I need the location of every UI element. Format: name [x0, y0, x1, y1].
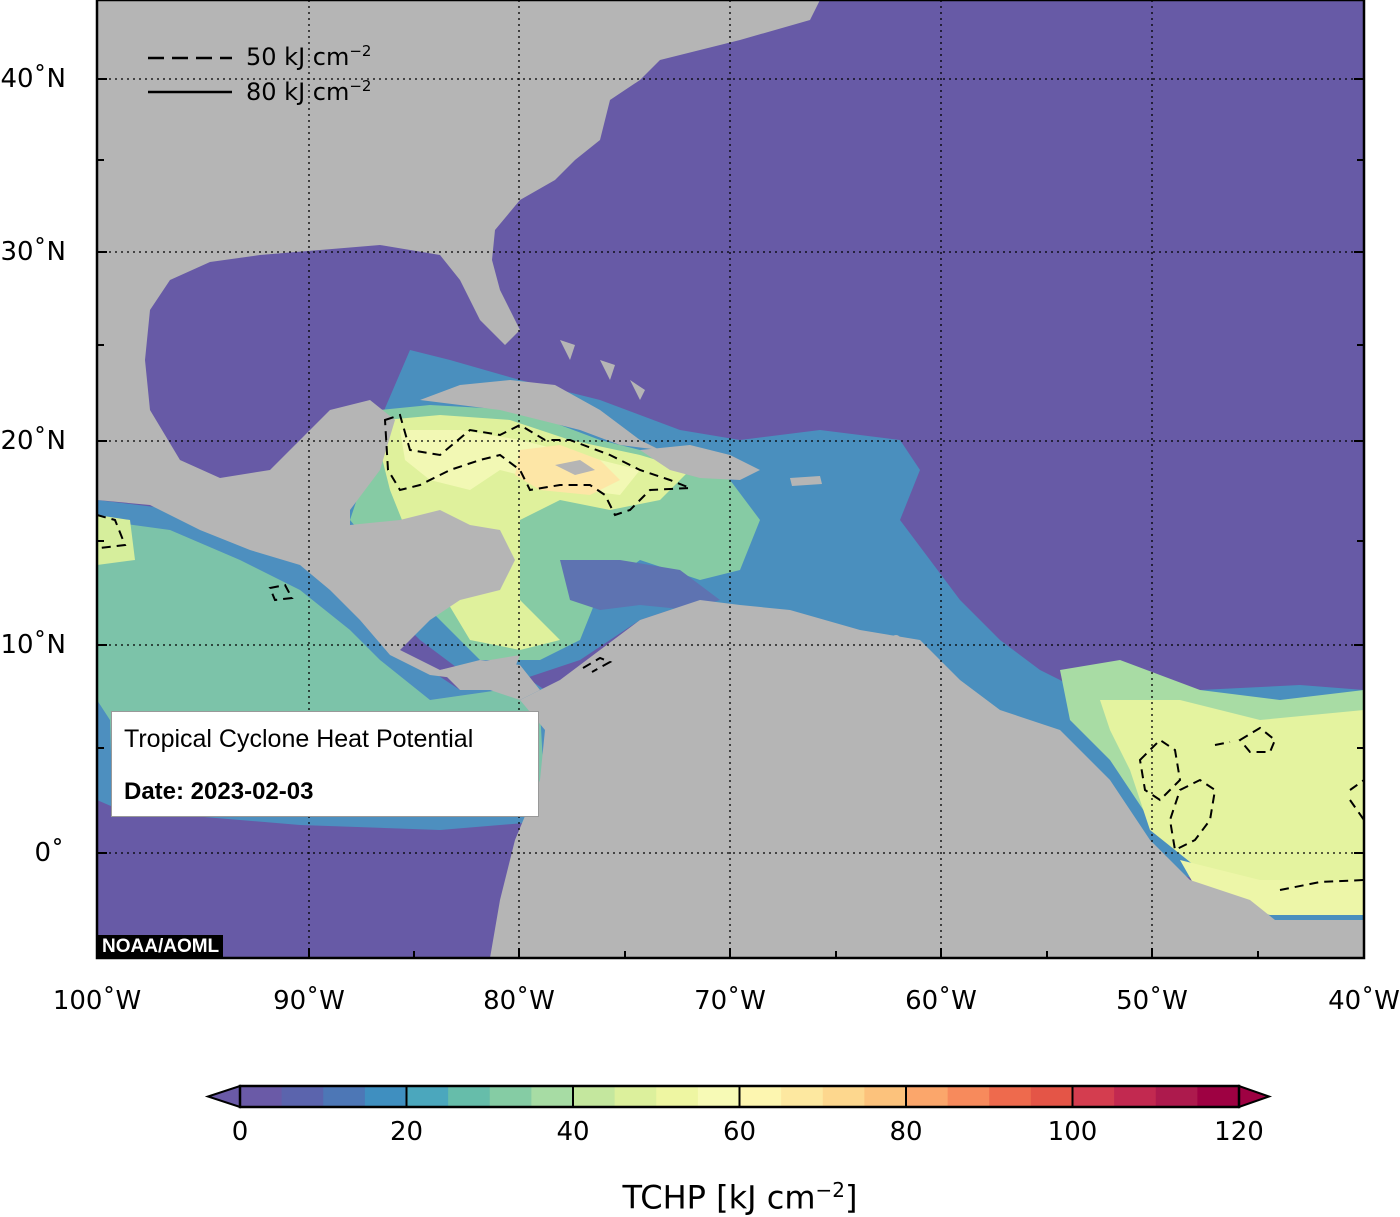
- credit-label: NOAA/AOML: [98, 935, 224, 959]
- tchp-atlantic-yellow: [1100, 700, 1364, 910]
- colorbar-segment: [323, 1086, 366, 1107]
- colorbar-tick-label: 80: [889, 1117, 923, 1147]
- colorbar-segment: [364, 1086, 407, 1107]
- legend-50-label: 50 kJ cm−2: [246, 42, 372, 71]
- map-date: Date: 2023-02-03: [124, 778, 314, 805]
- frame-ticks: [97, 78, 1364, 958]
- colorbar-segment: [1155, 1086, 1198, 1107]
- lon-label-80w: 80˚W: [483, 986, 555, 1016]
- land-cuba: [420, 380, 660, 450]
- info-box: Tropical Cyclone Heat Potential Date: 20…: [111, 711, 539, 817]
- lat-label-10n: 10˚N: [0, 630, 66, 660]
- colorbar-segment: [781, 1086, 824, 1107]
- lon-label-60w: 60˚W: [905, 986, 977, 1016]
- lon-label-70w: 70˚W: [694, 986, 766, 1016]
- map-title: Tropical Cyclone Heat Potential: [124, 725, 474, 753]
- colorbar-segment: [656, 1086, 699, 1107]
- land-south-america: [490, 600, 1364, 958]
- contour-50: [97, 413, 1364, 891]
- colorbar-segment: [240, 1086, 283, 1107]
- colorbar-segment: [614, 1086, 657, 1107]
- lat-label-40n: 40˚N: [0, 64, 66, 94]
- land-puerto-rico: [790, 476, 822, 486]
- colorbar-segment: [989, 1086, 1032, 1107]
- colorbar-segment: [1114, 1086, 1157, 1107]
- colorbar-max-arrow: [1238, 1084, 1273, 1109]
- land-north-america: [97, 0, 820, 680]
- colorbar-segment: [906, 1086, 949, 1107]
- colorbar-tick-label: 20: [389, 1117, 424, 1147]
- land: [97, 0, 1364, 958]
- colorbar-segment: [406, 1086, 449, 1107]
- legend-80-label: 80 kJ cm−2: [246, 77, 372, 106]
- colorbar-segment: [864, 1086, 907, 1107]
- colorbar-segment: [947, 1086, 990, 1107]
- land-central-america: [440, 660, 540, 700]
- lat-label-20n: 20˚N: [0, 426, 66, 456]
- colorbar-segment: [822, 1086, 865, 1107]
- colorbar-segment: [697, 1086, 740, 1107]
- colorbar-tick-label: 0: [231, 1117, 249, 1147]
- colorbar-segment: [489, 1086, 532, 1107]
- lon-label-90w: 90˚W: [273, 986, 345, 1016]
- lat-label-0: 0˚: [34, 838, 64, 868]
- tchp-pacific-yellow: [97, 515, 135, 565]
- contour-legend-lines: [148, 56, 232, 94]
- colorbar-tick-label: 100: [1047, 1117, 1098, 1147]
- tchp-caribbean-blue: [560, 560, 720, 610]
- lon-label-40w: 40˚W: [1328, 986, 1400, 1016]
- colorbar-segment: [531, 1086, 574, 1107]
- land-island-trinidad: [891, 635, 901, 645]
- colorbar-segment: [448, 1086, 491, 1107]
- colorbar-tick-label: 120: [1214, 1117, 1264, 1147]
- lon-label-50w: 50˚W: [1116, 986, 1188, 1016]
- colorbar-segment: [1030, 1086, 1073, 1107]
- colorbar: [204, 1084, 1273, 1109]
- colorbar-segment: [573, 1086, 616, 1107]
- colorbar-min-arrow: [204, 1084, 241, 1109]
- colorbar-segment: [1072, 1086, 1115, 1107]
- colorbar-tick-label: 60: [722, 1117, 757, 1147]
- land-jamaica: [555, 460, 595, 475]
- land-bahamas: [560, 340, 645, 400]
- colorbar-title: TCHP [kJ cm−2]: [622, 1178, 858, 1217]
- colorbar-segment: [739, 1086, 782, 1107]
- colorbar-tick-label: 40: [556, 1117, 590, 1147]
- colorbar-segment: [1197, 1086, 1240, 1107]
- land-hispaniola: [640, 445, 760, 480]
- colorbar-segment: [281, 1086, 324, 1107]
- lat-label-30n: 30˚N: [0, 237, 66, 267]
- lon-label-100w: 100˚W: [52, 986, 142, 1016]
